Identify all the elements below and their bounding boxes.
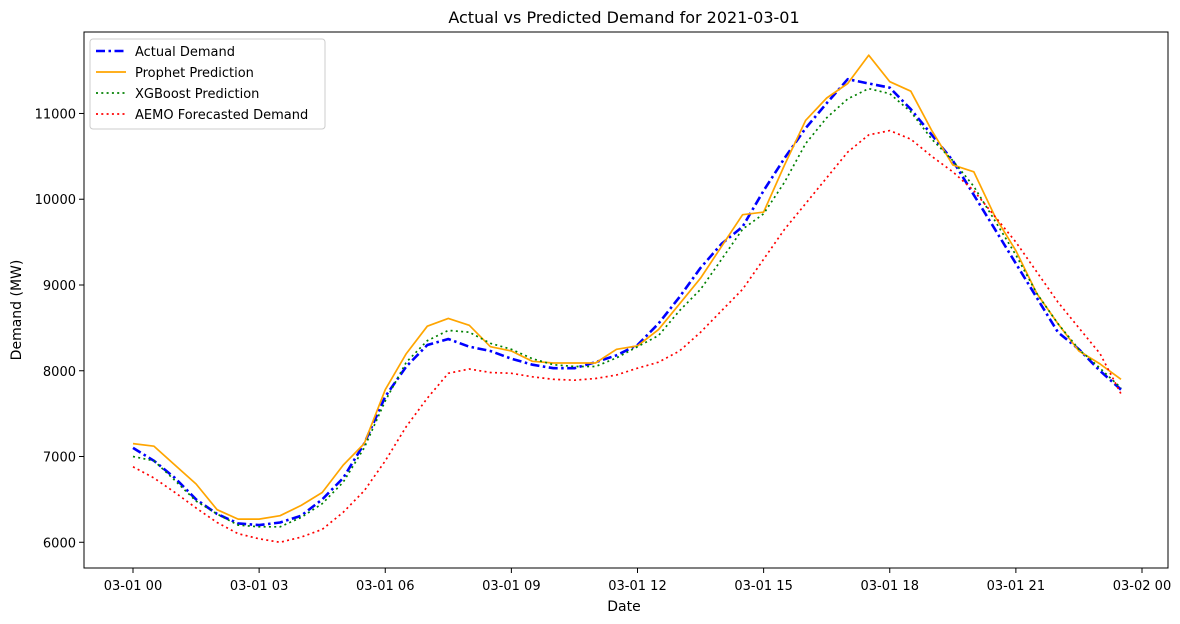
legend-label: XGBoost Prediction <box>135 87 259 102</box>
series-line-xgboost-prediction <box>132 87 1122 528</box>
x-tick-label: 03-02 00 <box>1113 579 1171 594</box>
y-tick-label: 7000 <box>43 451 76 466</box>
x-tick-label: 03-01 03 <box>230 579 288 594</box>
legend-label: Actual Demand <box>135 45 235 60</box>
x-tick-label: 03-01 09 <box>482 579 540 594</box>
y-tick-label: 6000 <box>43 536 76 551</box>
y-tick-label: 10000 <box>35 193 76 208</box>
plot-frame <box>83 31 1169 569</box>
legend-label: Prophet Prediction <box>135 66 254 81</box>
legend: Actual Demand Prophet Prediction XGBoost P… <box>89 38 326 130</box>
x-tick-label: 03-01 06 <box>356 579 414 594</box>
x-tick-label: 03-01 00 <box>104 579 162 594</box>
x-tick-label: 03-01 12 <box>608 579 666 594</box>
legend-box <box>89 38 326 130</box>
series-line-prophet-prediction <box>132 54 1122 520</box>
y-tick-label: 11000 <box>35 107 76 122</box>
series-line-aemo-forecasted-demand <box>132 129 1122 544</box>
y-tick-label: 9000 <box>43 279 76 294</box>
legend-label: AEMO Forecasted Demand <box>135 108 308 123</box>
plot-area <box>132 54 1122 544</box>
y-axis-label: Demand (MW) <box>9 260 25 361</box>
x-tick-label: 03-01 15 <box>734 579 792 594</box>
axes: 03-01 00 03-01 03 03-01 06 03-01 09 03-01 12… <box>35 31 1171 594</box>
y-tick-label: 8000 <box>43 365 76 380</box>
x-axis-label: Date <box>607 599 640 615</box>
series-line-actual-demand <box>132 77 1122 527</box>
chart-title: Actual vs Predicted Demand for 2021-03-0… <box>448 8 799 27</box>
x-tick-label: 03-01 21 <box>987 579 1045 594</box>
x-tick-label: 03-01 18 <box>861 579 919 594</box>
